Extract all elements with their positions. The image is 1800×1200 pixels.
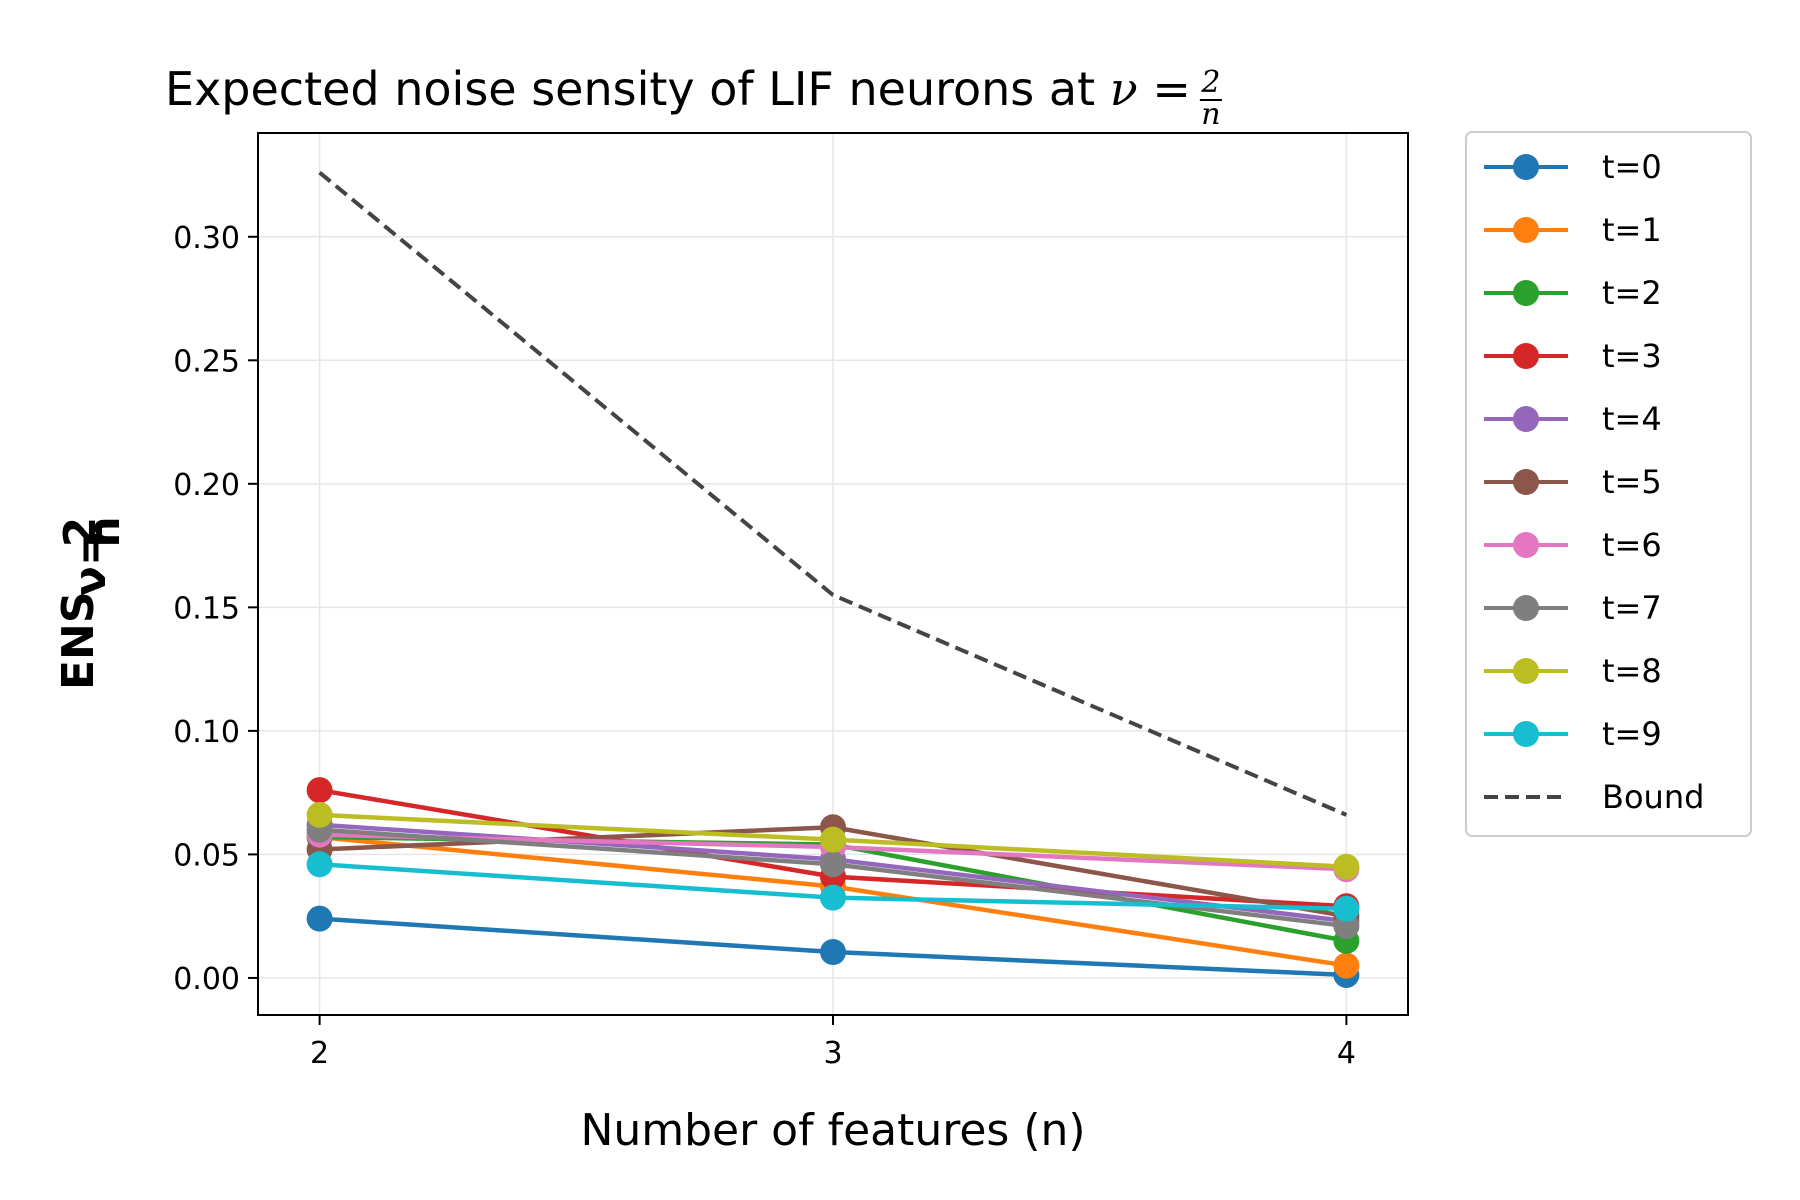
axis-ticks: 2 3 4 0.00 0.05 0.10 0.15 0.20 0.25 0.30 xyxy=(173,221,1356,1071)
legend-marker-t=4 xyxy=(1513,406,1539,432)
legend-item-t=4: t=4 xyxy=(1484,400,1662,438)
chart-title-fraction-numerator: 2 xyxy=(1200,65,1220,100)
legend-label-t=5: t=5 xyxy=(1602,463,1662,501)
legend-marker-t=7 xyxy=(1513,595,1539,621)
series-t=9 xyxy=(306,851,1360,922)
legend-label-t=6: t=6 xyxy=(1602,526,1662,564)
legend-item-t=7: t=7 xyxy=(1484,589,1662,627)
legend-item-t=2: t=2 xyxy=(1484,274,1662,312)
legend-marker-t=2 xyxy=(1513,280,1539,306)
y-axis-label-sub-denominator: n xyxy=(79,516,130,547)
point-t=1-4 xyxy=(1333,952,1360,979)
legend-marker-t=5 xyxy=(1513,469,1539,495)
legend-marker-t=6 xyxy=(1513,532,1539,558)
point-t=7-3 xyxy=(820,851,846,878)
legend-items: t=0 t=1 t=2 t=3 t=4 t=5 t=6 t=7 t=8 t=9 Bound xyxy=(1484,148,1704,816)
y-tick-label-0: 0.00 xyxy=(173,962,240,997)
legend: t=0 t=1 t=2 t=3 t=4 t=5 t=6 t=7 t=8 t=9 Bound xyxy=(1465,131,1752,837)
legend-marker-t=3 xyxy=(1513,343,1539,369)
legend-item-t=6: t=6 xyxy=(1484,526,1662,564)
y-tick-label-5: 0.25 xyxy=(173,344,240,379)
legend-label-t=0: t=0 xyxy=(1602,148,1662,186)
point-t=0-2 xyxy=(306,905,333,932)
y-axis-label-text: ENS xyxy=(53,591,104,690)
series-layer xyxy=(306,170,1360,988)
legend-item-t=5: t=5 xyxy=(1484,463,1662,501)
x-axis-label: Number of features (n) xyxy=(580,1105,1085,1156)
legend-label-t=1: t=1 xyxy=(1602,211,1662,249)
legend-label-t=2: t=2 xyxy=(1602,274,1662,312)
y-axis-label-sub-lhs: ν= xyxy=(65,529,116,596)
chart-title: Expected noise sensity of LIF neurons at… xyxy=(165,62,1191,116)
y-tick-label-3: 0.15 xyxy=(173,591,240,626)
legend-label-t=3: t=3 xyxy=(1602,337,1662,375)
legend-item-t=9: t=9 xyxy=(1484,715,1662,753)
legend-label-t=4: t=4 xyxy=(1602,400,1662,438)
x-tick-label-0: 2 xyxy=(310,1036,329,1071)
legend-marker-t=1 xyxy=(1513,217,1539,243)
point-t=0-3 xyxy=(820,939,846,965)
x-tick-label-2: 4 xyxy=(1337,1036,1356,1071)
chart-title-math-lhs: ν xyxy=(1110,62,1138,116)
legend-item-t=0: t=0 xyxy=(1484,148,1662,186)
series-t=8 xyxy=(306,801,1360,880)
point-t=9-2 xyxy=(306,851,333,878)
legend-label-t=8: t=8 xyxy=(1602,652,1662,690)
point-t=8-3 xyxy=(820,826,846,853)
series-Bound xyxy=(318,170,1348,817)
legend-item-t=8: t=8 xyxy=(1484,652,1662,690)
y-tick-label-2: 0.10 xyxy=(173,715,240,750)
series-line-Bound xyxy=(318,170,1348,817)
chart-title-fraction-denominator: n xyxy=(1201,97,1220,132)
legend-label-t=7: t=7 xyxy=(1602,589,1662,627)
chart-title-text: Expected noise sensity of LIF neurons at xyxy=(165,62,1095,116)
chart-title-fraction: 2 n xyxy=(1199,65,1222,132)
y-axis-label: ENS ν= 2 n xyxy=(53,516,130,690)
y-tick-label-6: 0.30 xyxy=(173,221,240,256)
x-tick-label-1: 3 xyxy=(823,1036,842,1071)
y-tick-label-4: 0.20 xyxy=(173,468,240,503)
legend-marker-t=9 xyxy=(1513,721,1539,747)
legend-label-Bound: Bound xyxy=(1602,778,1704,816)
point-t=3-2 xyxy=(306,777,333,804)
y-tick-label-1: 0.05 xyxy=(173,838,240,873)
point-t=8-4 xyxy=(1333,853,1360,880)
legend-item-t=1: t=1 xyxy=(1484,211,1662,249)
chart-title-math-eq: = xyxy=(1152,62,1191,116)
legend-marker-t=0 xyxy=(1513,154,1539,180)
legend-marker-t=8 xyxy=(1513,658,1539,684)
point-t=9-3 xyxy=(820,884,846,911)
legend-label-t=9: t=9 xyxy=(1602,715,1662,753)
series-t=0 xyxy=(306,905,1360,988)
y-axis-label-sub-numerator: 2 xyxy=(55,517,106,548)
legend-item-t=3: t=3 xyxy=(1484,337,1662,375)
legend-item-Bound: Bound xyxy=(1484,778,1704,816)
legend-box xyxy=(1465,131,1752,837)
point-t=9-4 xyxy=(1333,895,1360,922)
point-t=8-2 xyxy=(306,801,333,828)
